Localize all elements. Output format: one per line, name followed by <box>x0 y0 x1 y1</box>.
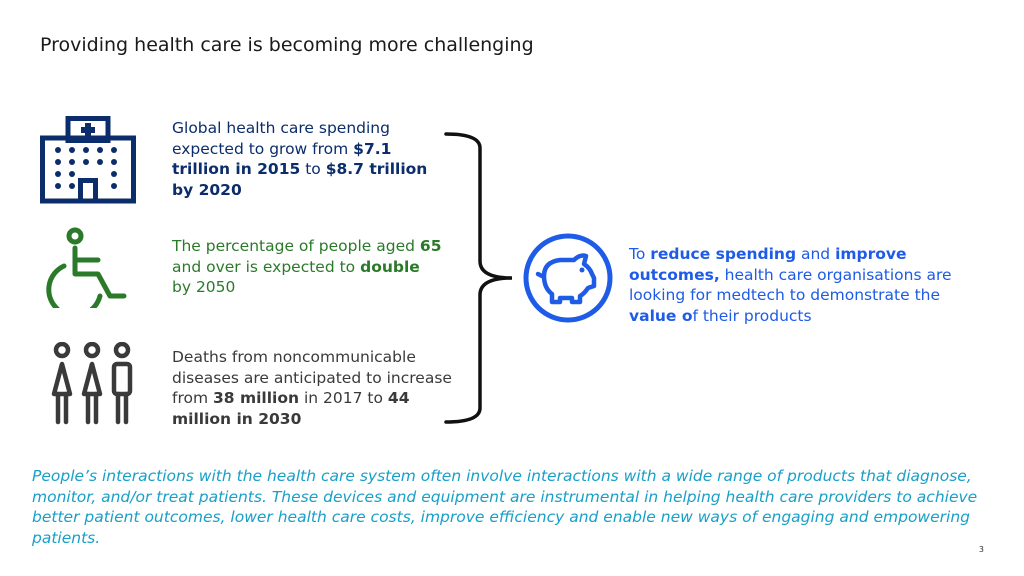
curly-bracket <box>444 132 513 424</box>
stat-deaths: Deaths from noncommunicable diseases are… <box>172 348 452 428</box>
hospital-icon <box>40 116 136 204</box>
page-number: 3 <box>978 545 984 554</box>
piggy-bank-icon <box>523 233 613 323</box>
conclusion-text: To reduce spending and improve outcomes,… <box>629 245 952 325</box>
stat-aging: The percentage of people aged 65 and ove… <box>172 237 442 296</box>
slide-title: Providing health care is becoming more c… <box>40 34 534 56</box>
footer-text: People’s interactions with the health ca… <box>32 467 978 547</box>
people-icon <box>51 342 133 425</box>
stat-spending: Global health care spending expected to … <box>172 119 428 199</box>
wheelchair-icon <box>46 227 127 308</box>
